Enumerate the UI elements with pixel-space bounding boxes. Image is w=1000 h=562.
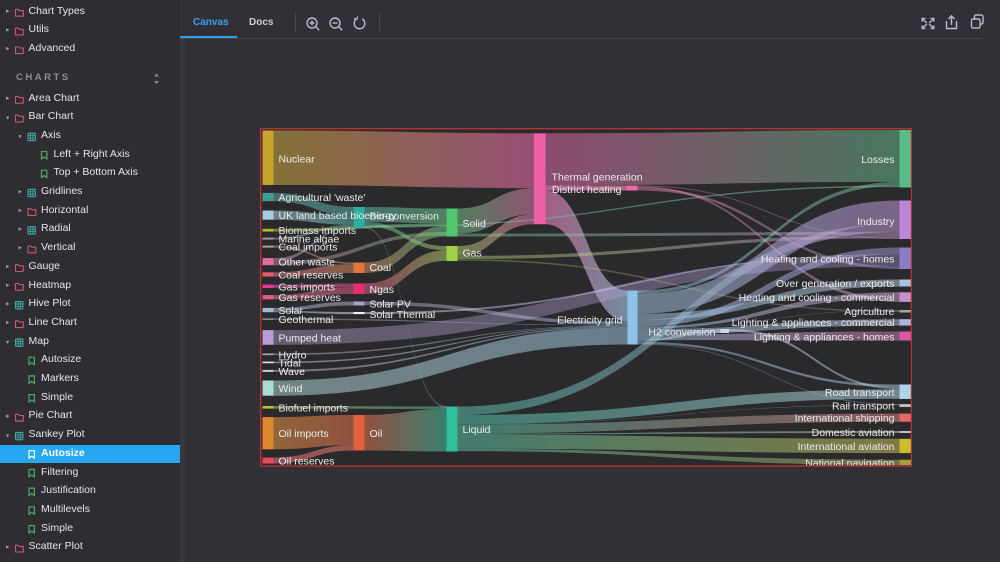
svg-text:H2 conversion: H2 conversion — [648, 326, 715, 338]
svg-text:Pumped heat: Pumped heat — [278, 332, 341, 344]
svg-text:Lighting & appliances - commer: Lighting & appliances - commercial — [731, 317, 894, 329]
svg-text:Tidal: Tidal — [278, 357, 300, 369]
svg-text:Oil: Oil — [369, 428, 382, 440]
svg-text:Marine algae: Marine algae — [278, 233, 339, 245]
svg-text:International shipping: International shipping — [794, 412, 894, 424]
svg-text:Solar PV: Solar PV — [369, 298, 410, 310]
svg-text:Thermal generation: Thermal generation — [551, 171, 642, 183]
svg-text:Coal reserves: Coal reserves — [278, 269, 343, 281]
svg-text:Oil reserves: Oil reserves — [278, 455, 334, 467]
svg-text:Other waste: Other waste — [278, 256, 335, 268]
svg-text:Wind: Wind — [278, 383, 302, 395]
svg-text:UK land based bioenergy: UK land based bioenergy — [278, 210, 397, 222]
svg-text:Biomass imports: Biomass imports — [278, 225, 356, 237]
svg-text:Solid: Solid — [462, 218, 486, 230]
svg-text:Ngas: Ngas — [369, 284, 394, 296]
svg-text:Coal imports: Coal imports — [278, 241, 337, 253]
svg-text:Losses: Losses — [861, 154, 894, 166]
svg-text:Agricultural 'waste': Agricultural 'waste' — [278, 192, 365, 204]
svg-text:Geothermal: Geothermal — [278, 314, 333, 326]
svg-text:Lighting & appliances - homes: Lighting & appliances - homes — [753, 331, 894, 343]
svg-text:Biofuel imports: Biofuel imports — [278, 402, 347, 414]
svg-text:District heating: District heating — [552, 183, 622, 195]
svg-text:Heating and cooling - homes: Heating and cooling - homes — [760, 253, 894, 265]
svg-text:Gas reserves: Gas reserves — [278, 292, 340, 304]
svg-text:Hydro: Hydro — [278, 349, 306, 361]
svg-text:Over generation / exports: Over generation / exports — [776, 277, 894, 289]
svg-text:Domestic aviation: Domestic aviation — [811, 427, 894, 439]
svg-text:Liquid: Liquid — [462, 424, 490, 436]
svg-text:Gas imports: Gas imports — [278, 281, 335, 293]
svg-text:Electricity grid: Electricity grid — [557, 314, 623, 326]
svg-text:Heating and cooling - commerci: Heating and cooling - commercial — [738, 291, 894, 303]
svg-text:Agriculture: Agriculture — [844, 306, 894, 318]
svg-text:National navigation: National navigation — [805, 457, 894, 467]
svg-text:Rail transport: Rail transport — [832, 400, 895, 412]
svg-text:International aviation: International aviation — [797, 441, 894, 453]
svg-text:Road transport: Road transport — [825, 387, 895, 399]
svg-text:Coal: Coal — [369, 262, 391, 274]
svg-text:Solar: Solar — [278, 305, 303, 317]
svg-text:Industry: Industry — [857, 216, 895, 228]
svg-text:Gas: Gas — [462, 247, 481, 259]
svg-text:Wave: Wave — [278, 365, 305, 377]
svg-text:Solar Thermal: Solar Thermal — [369, 308, 435, 320]
svg-text:Bio-conversion: Bio-conversion — [369, 210, 439, 222]
svg-text:Oil imports: Oil imports — [278, 428, 328, 440]
svg-text:Nuclear: Nuclear — [278, 153, 315, 165]
